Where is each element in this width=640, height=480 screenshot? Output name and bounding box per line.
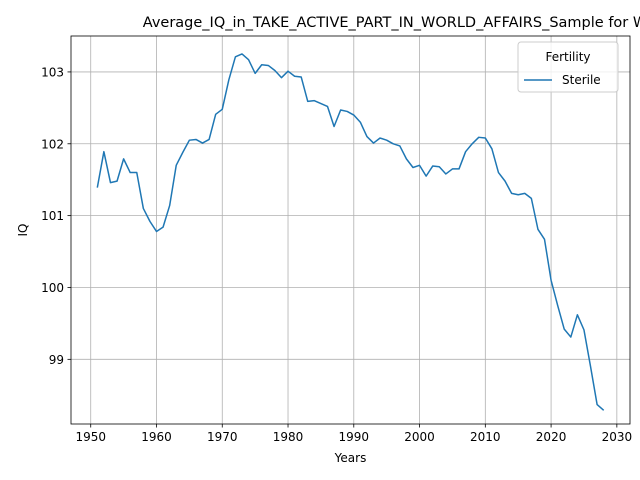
y-axis-label: IQ (16, 224, 30, 237)
x-tick-label: 2000 (404, 430, 435, 444)
y-tick-label: 103 (41, 65, 64, 79)
x-tick-label: 1970 (207, 430, 238, 444)
x-tick-label: 1990 (339, 430, 370, 444)
x-tick-label: 2010 (470, 430, 501, 444)
chart-title: Average_IQ_in_TAKE_ACTIVE_PART_IN_WORLD_… (143, 15, 640, 31)
legend-label-sterile: Sterile (562, 73, 601, 87)
series-line-sterile (96, 53, 605, 411)
x-axis: 1950 1960 1970 1980 1990 2000 2010 2020 2030 (75, 424, 632, 444)
x-tick-label: 2020 (536, 430, 567, 444)
y-tick-label: 101 (41, 209, 64, 223)
x-tick-label: 1950 (75, 430, 106, 444)
legend-title: Fertility (545, 50, 590, 64)
x-tick-label: 2030 (602, 430, 633, 444)
grid (71, 36, 630, 424)
x-axis-label: Years (334, 451, 367, 465)
x-tick-label: 1980 (273, 430, 304, 444)
plot-frame (70, 35, 631, 425)
y-tick-label: 102 (41, 137, 64, 151)
y-tick-label: 99 (49, 353, 64, 367)
x-tick-label: 1960 (141, 430, 172, 444)
series-layer (96, 53, 605, 411)
legend: Fertility Sterile (517, 41, 619, 93)
y-tick-label: 100 (41, 281, 64, 295)
y-axis: 99 100 101 102 103 (41, 65, 71, 367)
